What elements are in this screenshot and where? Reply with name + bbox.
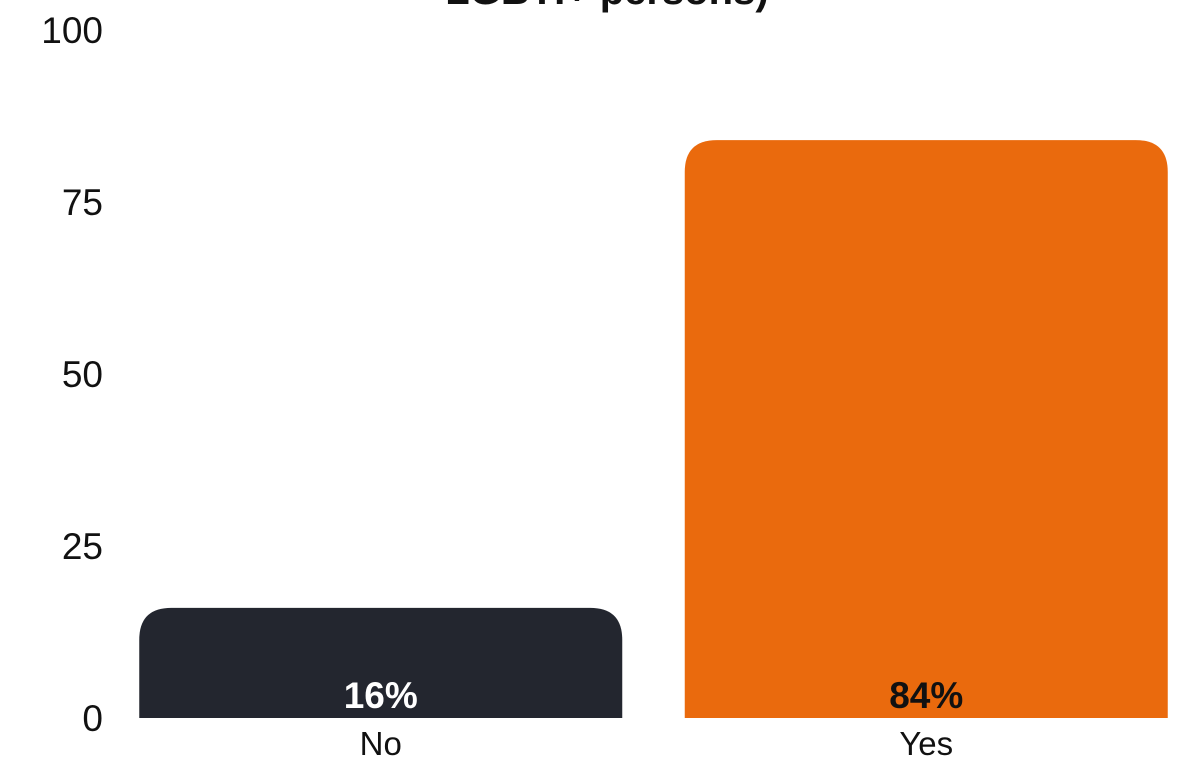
bars: 16% 84% bbox=[139, 140, 1168, 718]
y-tick-label: 0 bbox=[82, 698, 103, 739]
y-axis: 0 25 50 75 100 bbox=[41, 10, 103, 739]
y-tick-label: 100 bbox=[41, 10, 103, 51]
x-tick-label: Yes bbox=[899, 725, 953, 762]
data-label-yes: 84% bbox=[889, 675, 963, 716]
bar-yes bbox=[684, 140, 1168, 718]
bar-no bbox=[139, 607, 623, 718]
x-tick-label: No bbox=[360, 725, 402, 762]
data-label-no: 16% bbox=[344, 675, 418, 716]
y-tick-label: 25 bbox=[62, 526, 103, 567]
chart-title: LGBTI+ persons) bbox=[445, 0, 768, 13]
y-tick-label: 50 bbox=[62, 354, 103, 395]
y-tick-label: 75 bbox=[62, 182, 103, 223]
x-axis: No Yes bbox=[360, 725, 954, 762]
